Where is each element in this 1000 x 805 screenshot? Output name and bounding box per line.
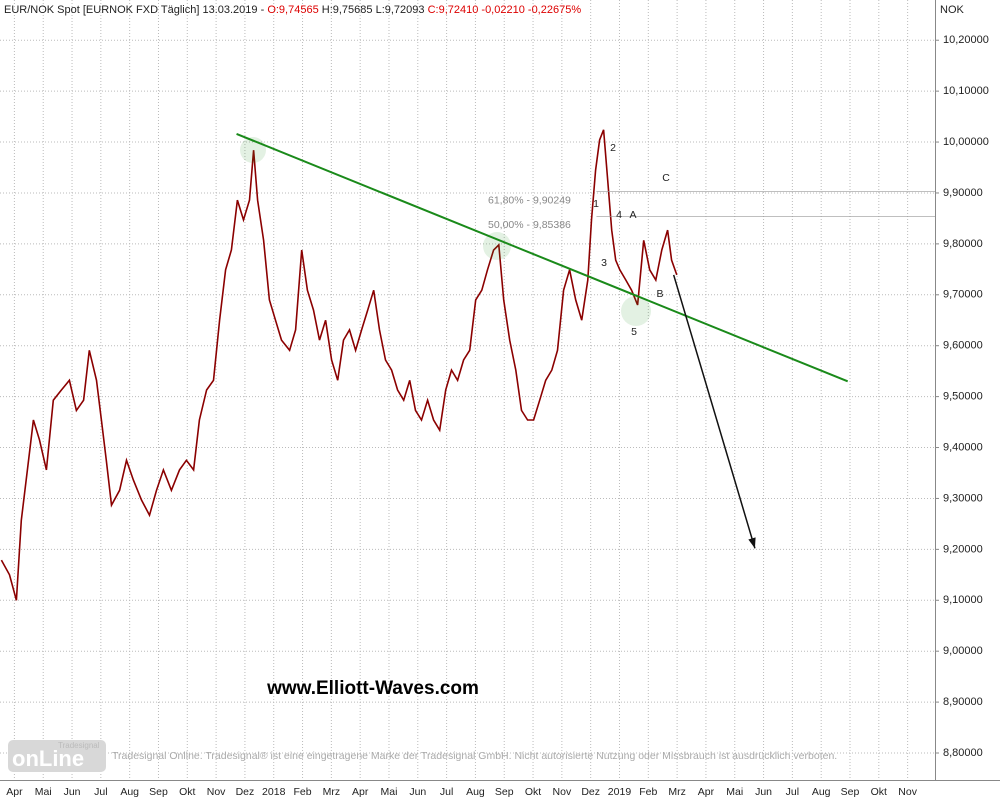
change-pct: -0,22675% — [528, 4, 581, 16]
arrow-head — [748, 537, 756, 549]
x-tick-label: Mai — [35, 786, 52, 798]
x-tick-label: Aug — [120, 786, 139, 798]
x-tick-label: Jun — [64, 786, 81, 798]
x-tick-label: Nov — [898, 786, 917, 798]
disclaimer: Tradesignal Online. Tradesignal® ist ein… — [112, 750, 837, 762]
x-tick-label: Dez — [581, 786, 600, 798]
logo-box — [8, 740, 106, 772]
x-tick-label: Sep — [841, 786, 860, 798]
y-tick-label: 9,10000 — [943, 594, 983, 606]
y-tick-label: 10,10000 — [943, 85, 989, 97]
x-tick-label: 2019 — [608, 786, 632, 798]
y-tick-label: 9,80000 — [943, 238, 983, 250]
y-tick-label: 9,50000 — [943, 391, 983, 403]
wave-label: C — [662, 172, 670, 184]
x-tick-label: Mrz — [323, 786, 341, 798]
currency: NOK — [940, 4, 965, 16]
x-tick-label: 2018 — [262, 786, 286, 798]
y-tick-label: 9,00000 — [943, 645, 983, 657]
fib-label: 50,00% - 9,85386 — [488, 219, 571, 231]
close: C:9,72410 — [428, 4, 479, 16]
wave-label: B — [656, 288, 663, 300]
header-instrument: EUR/NOK Spot [EURNOK FXD Täglich] 13.03.… — [4, 4, 581, 16]
wave-label: 2 — [610, 142, 616, 154]
date: 13.03.2019 — [202, 4, 257, 16]
x-tick-label: Mai — [381, 786, 398, 798]
wave-label: 3 — [601, 257, 607, 269]
highlight — [621, 296, 651, 326]
price-line — [0, 129, 678, 601]
low: L:9,72093 — [376, 4, 425, 16]
y-tick-label: 8,80000 — [943, 747, 983, 759]
high: H:9,75685 — [322, 4, 373, 16]
open: O:9,74565 — [267, 4, 318, 16]
x-tick-label: Dez — [236, 786, 255, 798]
y-tick-label: 9,30000 — [943, 492, 983, 504]
wave-label: 4 — [616, 209, 622, 221]
x-tick-label: Jun — [755, 786, 772, 798]
y-tick-label: 9,60000 — [943, 340, 983, 352]
x-tick-label: Mai — [726, 786, 743, 798]
wave-label: 5 — [631, 326, 637, 338]
y-tick-label: 9,40000 — [943, 441, 983, 453]
x-tick-label: Aug — [812, 786, 831, 798]
wave-label: 1 — [593, 198, 599, 210]
website: www.Elliott-Waves.com — [266, 678, 479, 699]
x-tick-label: Jul — [786, 786, 799, 798]
y-tick-label: 9,90000 — [943, 187, 983, 199]
grid — [0, 0, 935, 780]
y-tick-label: 8,90000 — [943, 696, 983, 708]
x-tick-label: Jul — [94, 786, 107, 798]
highlight — [240, 137, 266, 163]
x-tick-label: Okt — [525, 786, 541, 798]
x-tick-label: Apr — [352, 786, 369, 798]
highlight — [483, 232, 511, 260]
x-tick-label: Sep — [495, 786, 514, 798]
wave-label: A — [629, 209, 636, 221]
y-tick-label: 10,20000 — [943, 34, 989, 46]
watermark-brand: Tradesignal — [58, 741, 100, 750]
x-tick-label: Feb — [293, 786, 311, 798]
marks — [0, 129, 935, 601]
x-tick-label: Feb — [639, 786, 657, 798]
change: -0,02210 — [481, 4, 524, 16]
fib-label: 61,80% - 9,90249 — [488, 194, 571, 206]
x-tick-label: Okt — [871, 786, 887, 798]
x-tick-label: Sep — [149, 786, 168, 798]
x-tick-label: Nov — [207, 786, 226, 798]
instrument: EUR/NOK Spot [EURNOK FXD Täglich] — [4, 4, 199, 16]
x-tick-label: Jun — [409, 786, 426, 798]
trendline — [236, 132, 849, 383]
x-tick-label: Mrz — [668, 786, 686, 798]
x-tick-label: Okt — [179, 786, 195, 798]
watermark-logo: onLine — [12, 746, 84, 771]
forecast-arrow — [672, 274, 756, 549]
y-tick-label: 10,00000 — [943, 136, 989, 148]
x-tick-label: Aug — [466, 786, 485, 798]
x-tick-label: Apr — [6, 786, 23, 798]
y-tick-label: 9,70000 — [943, 289, 983, 301]
y-tick-label: 9,20000 — [943, 543, 983, 555]
x-tick-label: Nov — [553, 786, 572, 798]
x-tick-label: Apr — [698, 786, 715, 798]
x-tick-label: Jul — [440, 786, 453, 798]
